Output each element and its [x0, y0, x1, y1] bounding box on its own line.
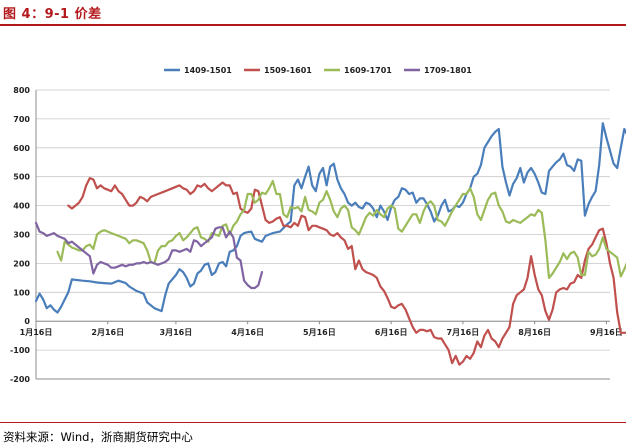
- series-line-1709-1801: [34, 221, 264, 290]
- x-tick-label: 7月16日: [447, 328, 480, 337]
- y-tick-label: 600: [13, 144, 30, 153]
- y-tick-label: 0: [24, 317, 30, 326]
- y-tick-labels: -200 -100 0 100 200 300 400 500 600 700 800: [10, 86, 30, 384]
- legend-label: 1509-1601: [264, 66, 312, 75]
- y-tick-label: 300: [13, 231, 30, 240]
- y-tick-label: 100: [13, 288, 30, 297]
- y-tick-label: 800: [13, 86, 30, 95]
- x-tick-label: 2月16日: [91, 328, 124, 337]
- y-tick-label: 500: [13, 173, 30, 182]
- source-note: 资料来源：Wind，浙商期货研究中心: [3, 430, 193, 444]
- x-tick-label: 1月16日: [20, 328, 53, 337]
- source-divider: [0, 422, 626, 423]
- series-line-1609-1701: [56, 179, 626, 279]
- x-tick-label: 9月16日: [590, 328, 623, 337]
- y-tick-label: 700: [13, 115, 30, 124]
- x-tick-labels: 1月16日 2月16日 3月16日 4月16日 5月16日 6月16日 7月16日 8月16日…: [20, 321, 623, 337]
- series-lines: [34, 122, 626, 366]
- legend-label: 1409-1501: [184, 66, 232, 75]
- legend-label: 1709-1801: [424, 66, 472, 75]
- x-tick-label: 6月16日: [375, 328, 408, 337]
- y-tick-label: -100: [10, 346, 30, 355]
- legend-label: 1609-1701: [344, 66, 392, 75]
- spread-line-chart: 1409-1501 1509-1601 1609-1701 1709-1801 -20…: [10, 66, 626, 384]
- x-tick-label: 5月16日: [303, 328, 336, 337]
- series-line-1409-1501: [34, 122, 626, 314]
- figure-title: 图 4：9-1 价差: [3, 7, 102, 22]
- x-tick-label: 3月16日: [160, 328, 193, 337]
- y-tick-label: 200: [13, 259, 30, 268]
- series-line-1509-1601: [67, 177, 626, 366]
- title-divider: [0, 24, 626, 26]
- x-tick-label: 4月16日: [231, 328, 264, 337]
- chart-axes: [35, 90, 610, 380]
- y-tick-label: -200: [10, 375, 30, 384]
- chart-legend: 1409-1501 1509-1601 1609-1701 1709-1801: [164, 66, 472, 75]
- x-tick-label: 8月16日: [518, 328, 551, 337]
- y-tick-label: 400: [13, 202, 30, 211]
